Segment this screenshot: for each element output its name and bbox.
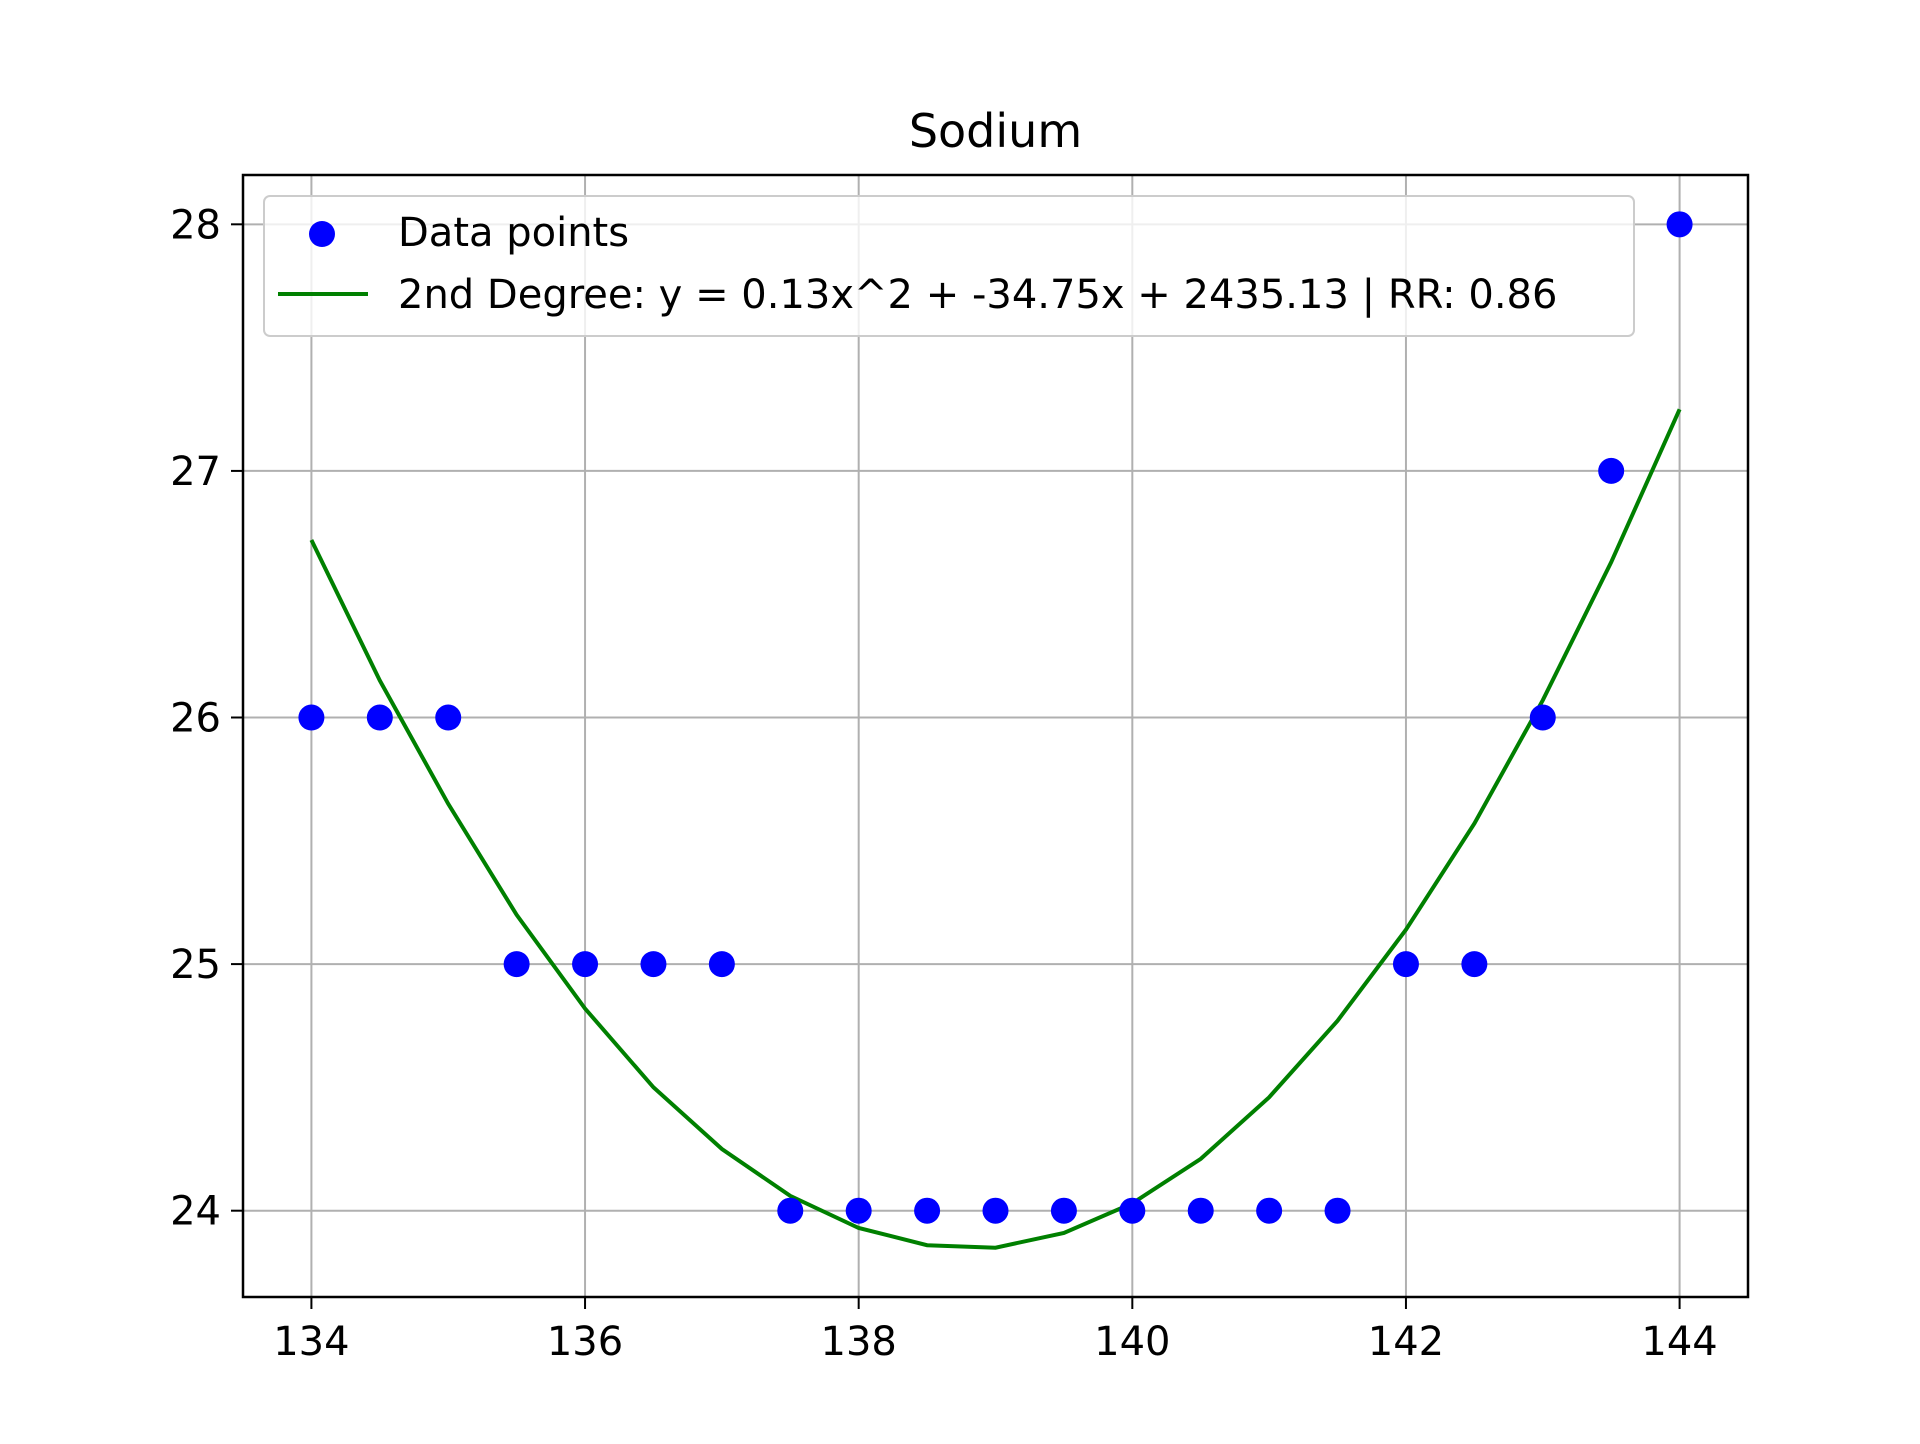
fit-line-layer: [309, 408, 1682, 1250]
data-point: [1392, 951, 1419, 978]
data-point: [640, 951, 667, 978]
data-point: [503, 951, 530, 978]
data-point: [1461, 951, 1488, 978]
legend-label-data-points: Data points: [398, 210, 629, 256]
fit-line: [309, 408, 1682, 1250]
data-point: [982, 1197, 1009, 1224]
x-tick-label: 134: [273, 1319, 349, 1365]
x-tick-label: 142: [1368, 1319, 1444, 1365]
data-point: [914, 1197, 941, 1224]
data-point: [435, 704, 462, 731]
legend-box: [263, 195, 1635, 337]
data-point: [708, 951, 735, 978]
chart-title: Sodium: [909, 104, 1082, 158]
data-point: [1598, 457, 1625, 484]
data-point: [845, 1197, 872, 1224]
scatter-points-layer: [298, 211, 1693, 1224]
x-tick-label: 136: [547, 1319, 623, 1365]
data-point: [1187, 1197, 1214, 1224]
data-point: [1256, 1197, 1283, 1224]
y-tick-label: 28: [170, 202, 221, 248]
ticks: 134 136 138 140 142 144 24 25 26 27 28: [170, 202, 1718, 1365]
y-tick-label: 25: [170, 942, 221, 988]
x-tick-label: 144: [1641, 1319, 1717, 1365]
y-tick-label: 27: [170, 449, 221, 495]
data-point: [572, 951, 599, 978]
y-tick-label: 26: [170, 696, 221, 742]
data-point: [777, 1197, 804, 1224]
data-point: [298, 704, 325, 731]
data-point: [1529, 704, 1556, 731]
x-tick-label: 140: [1094, 1319, 1170, 1365]
y-tick-label: 24: [170, 1189, 221, 1235]
data-point: [1324, 1197, 1351, 1224]
data-point: [1666, 211, 1693, 238]
data-point: [366, 704, 393, 731]
data-point: [1050, 1197, 1077, 1224]
legend-scatter-marker: [309, 221, 335, 247]
legend: Data points 2nd Degree: y = 0.13x^2 + -3…: [263, 195, 1635, 337]
data-point: [1119, 1197, 1146, 1224]
plot-frame: [241, 173, 1750, 1299]
x-tick-label: 138: [821, 1319, 897, 1365]
legend-label-fit-line: 2nd Degree: y = 0.13x^2 + -34.75x + 2435…: [398, 272, 1557, 318]
